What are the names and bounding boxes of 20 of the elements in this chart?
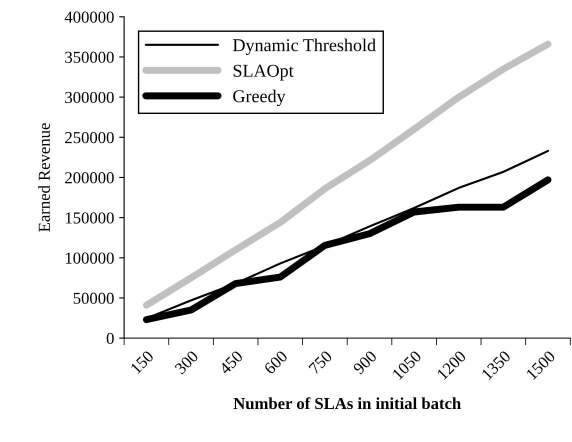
legend-label: SLAOpt <box>234 64 294 81</box>
y-tick-label: 50000 <box>74 292 114 304</box>
y-tick-label: 150000 <box>66 212 114 224</box>
x-tick-label: 900 <box>352 350 378 375</box>
y-tick-label: 350000 <box>65 52 114 63</box>
y-tick-label: 400000 <box>64 11 114 23</box>
y-axis-title: Earned Revenue <box>38 123 50 232</box>
x-tick-label: 450 <box>218 350 244 375</box>
x-tick-label: 600 <box>263 350 288 375</box>
legend-label: Greedy <box>233 90 286 106</box>
x-tick-label: 300 <box>174 350 199 375</box>
y-tick-label: 300000 <box>65 92 114 104</box>
y-tick-label: 100000 <box>66 252 114 264</box>
y-tick-label: 0 <box>106 332 114 344</box>
x-tick-label: 750 <box>308 350 333 374</box>
y-tick-label: 250000 <box>65 132 114 144</box>
legend-label: Dynamic Threshold <box>232 38 376 55</box>
x-tick-label: 150 <box>130 350 154 374</box>
y-tick-label: 200000 <box>65 172 114 184</box>
x-axis-title: Number of SLAs in initial batch <box>234 397 461 410</box>
